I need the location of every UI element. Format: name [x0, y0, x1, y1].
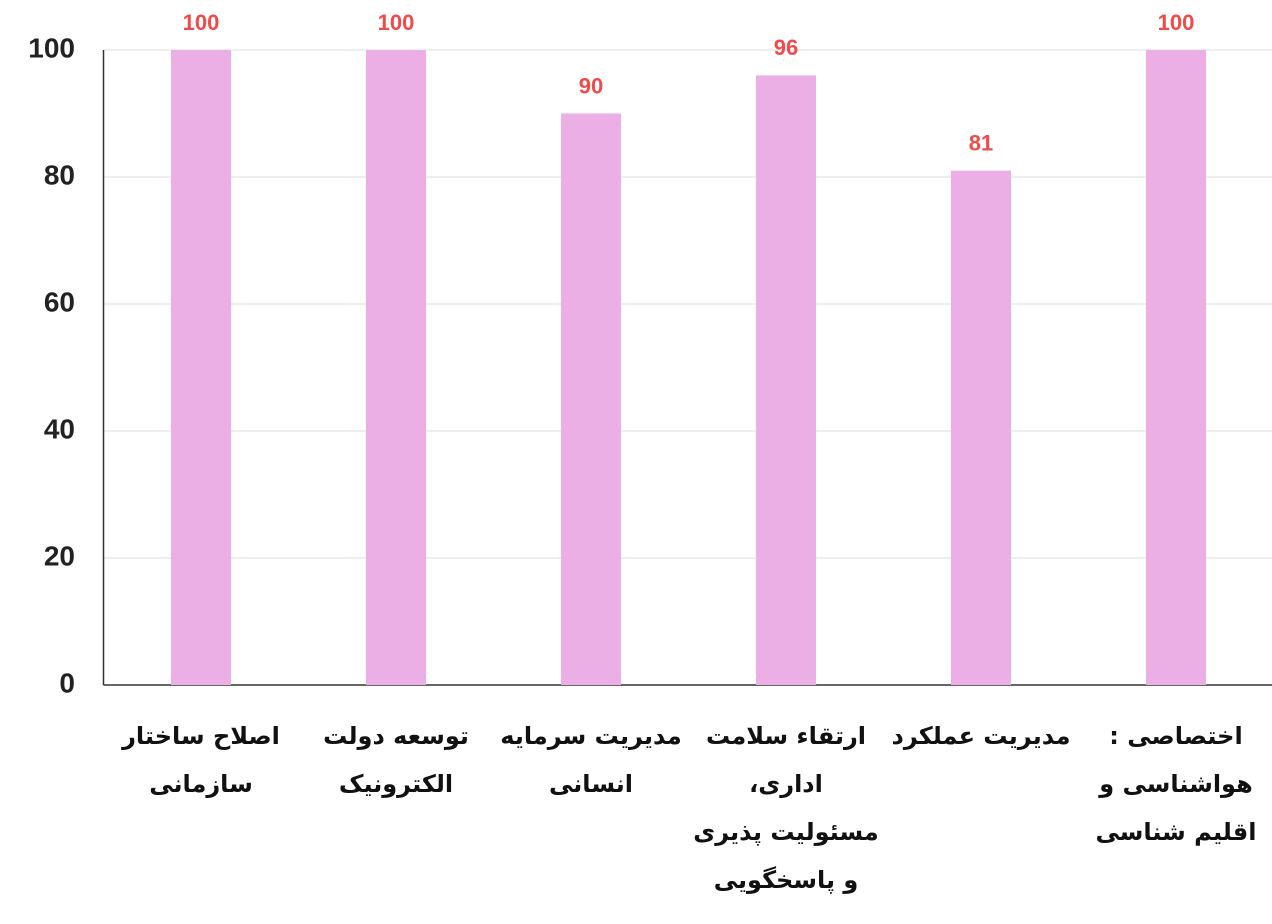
value-label: 100: [183, 10, 220, 35]
value-label: 100: [1158, 10, 1195, 35]
x-tick-label: توسعه دولت الکترونیک: [323, 722, 469, 798]
value-label: 81: [969, 130, 993, 155]
y-tick-label: 100: [28, 32, 75, 63]
y-tick-label: 80: [44, 159, 75, 190]
bar: [1146, 50, 1206, 685]
bar: [366, 50, 426, 685]
y-tick-label: 0: [59, 667, 75, 698]
y-tick-label: 40: [44, 413, 75, 444]
bar: [951, 170, 1011, 685]
bar: [561, 113, 621, 685]
x-tick-label: ارتقاء سلامت اداری، مسئولیت پذیری و پاسخ…: [693, 722, 879, 894]
bar: [756, 75, 816, 685]
value-label: 96: [774, 35, 798, 60]
y-tick-label: 20: [44, 540, 75, 571]
bar: [171, 50, 231, 685]
y-tick-label: 60: [44, 286, 75, 317]
x-tick-label: اختصاصی : هواشناسی و اقلیم شناسی: [1095, 722, 1257, 846]
x-tick-label: اصلاح ساختار سازمانی: [122, 722, 280, 798]
value-label: 90: [579, 73, 603, 98]
x-tick-label: مدیریت عملکرد: [891, 722, 1071, 750]
x-tick-label: مدیریت سرمایه انسانی: [500, 722, 682, 798]
value-label: 100: [378, 10, 415, 35]
